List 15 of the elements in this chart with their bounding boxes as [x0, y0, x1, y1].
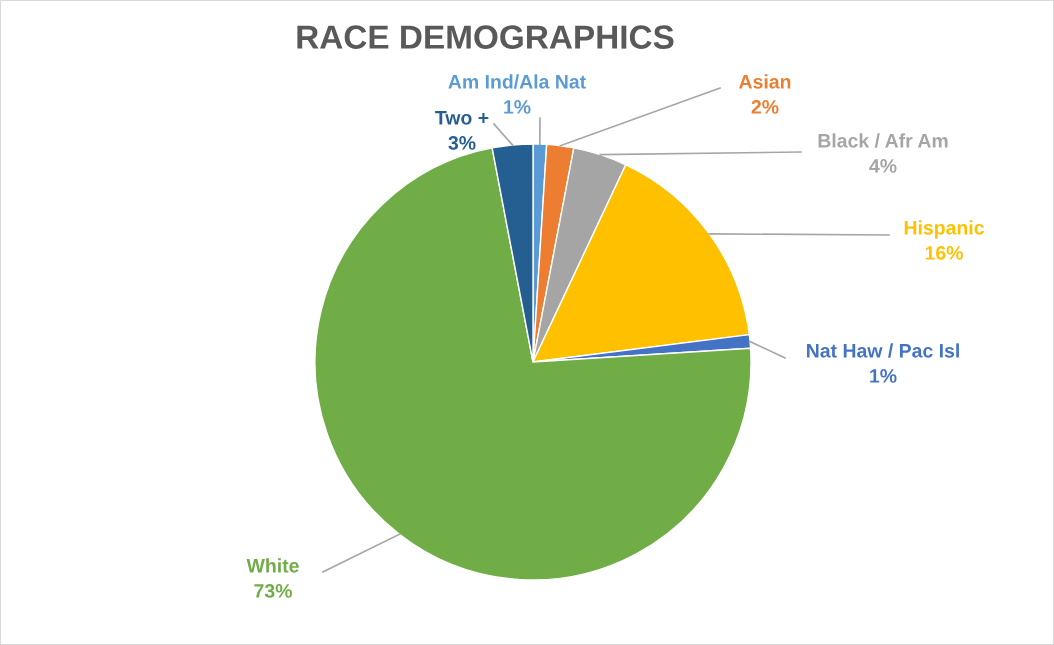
chart-title: RACE DEMOGRAPHICS [297, 25, 674, 49]
data-label: 1% [504, 100, 531, 114]
slice-label: Hispanic [904, 220, 984, 239]
data-label: 73% [254, 584, 292, 598]
slice-label: Nat Haw / Pac Isl [807, 343, 959, 358]
data-label: 1% [870, 369, 897, 383]
slice-label: Two + [435, 111, 489, 125]
slice-label: White [246, 558, 299, 573]
data-label: 4% [869, 159, 897, 173]
slice-label: Am Ind/Ala Nat [448, 74, 586, 89]
slice-label: Black / Afr Am [818, 133, 948, 148]
slice-label: Asian [739, 74, 791, 89]
data-label: 2% [751, 100, 779, 114]
data-label: 16% [925, 246, 963, 260]
data-label: 3% [448, 136, 476, 150]
